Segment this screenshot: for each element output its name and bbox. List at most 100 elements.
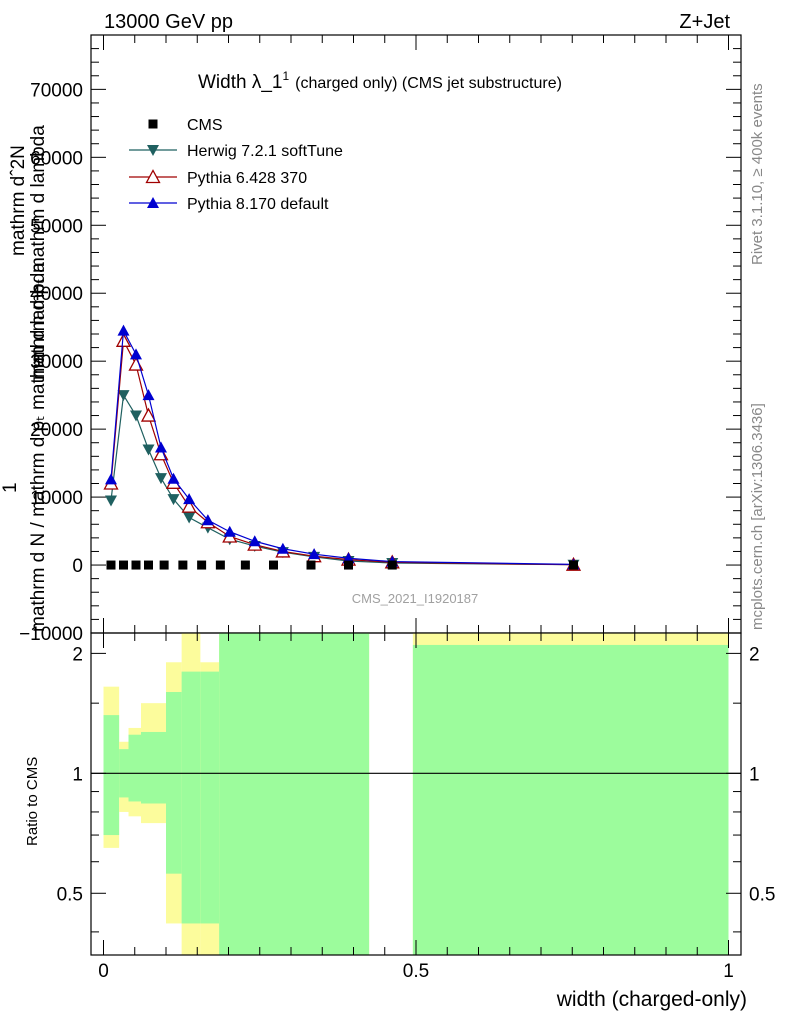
data-point [142,444,155,456]
legend-marker [147,197,159,208]
x-tick-label: 0.5 [403,961,429,982]
series-cms [106,560,578,570]
main-panel: −10000 0 10000 20000 30000 40000 50000 60000 700… [19,34,742,645]
data-point [105,473,117,485]
data-point [159,560,169,570]
watermark: CMS_2021_I1920187 [352,591,479,606]
legend-marker [148,119,158,129]
main-series [103,324,582,571]
header-left: 13000 GeV pp [104,11,233,33]
main-ytick-label: 60000 [30,148,83,169]
data-point [569,560,578,570]
data-point [308,548,321,560]
title-main: Width λ_1 [198,72,282,93]
ratio-bands [103,633,729,955]
series-pythia-8-170-default [105,324,580,570]
data-point [155,473,167,485]
data-point [240,560,250,570]
x-axis-label: width (charged-only) [556,988,747,1011]
legend-entry: Pythia 6.428 370 [129,169,307,187]
data-point [248,535,261,547]
data-point [142,389,155,401]
series-line [110,338,574,566]
data-point [181,498,197,513]
ratio-ytick-label: 1 [72,764,83,785]
data-point [223,525,236,537]
ratio-band-inner [141,731,166,804]
ylabel-line-1: mathrm dˆ2N [8,145,29,256]
rivet-label: Rivet 3.1.10, ≥ 400k events [749,83,766,265]
title-sup: 1 [282,69,289,83]
mcplots-label: mcplots.cern.ch [arXiv:1306.3436] [749,403,766,630]
ratio-ticks [91,633,741,955]
legend-label: CMS [187,117,223,134]
main-ytick-label: 50000 [30,216,83,237]
ratio-band-inner [128,734,141,802]
legend-entry: CMS [148,117,223,134]
x-tick-label: 0 [98,961,109,982]
legend-marker [145,169,161,184]
data-point [130,410,142,422]
data-point [178,560,188,570]
data-point [197,560,207,570]
ratio-ytick-label-right: 1 [749,764,760,785]
legend-marker [147,145,159,156]
data-point [130,348,142,360]
data-point [183,493,196,505]
data-point [131,560,141,570]
data-point [167,472,180,484]
data-point [117,390,130,402]
main-ytick-label: 30000 [30,352,83,373]
legend-label: Pythia 8.170 default [187,196,329,213]
data-point [140,407,157,422]
data-point [201,514,214,526]
data-point [167,494,180,506]
data-point [276,542,289,554]
ylabel-line-2: mathrm d pₜ mathrm d lambda [28,125,49,380]
ratio-frame [90,632,742,956]
ratio-band-inner [412,644,729,955]
main-ytick-label: 10000 [30,488,83,509]
ratio-panel: 0.5 0.51 12 2 0 0.5 1 [57,632,775,982]
data-point [344,560,353,570]
plot-title: Width λ_11 (charged only) (CMS jet substr… [198,69,562,93]
data-point [144,560,153,570]
legend: CMS Herwig 7.2.1 softTune Pythia 6.428 370… [129,117,343,213]
legend-entry: Herwig 7.2.1 softTune [129,143,343,160]
data-point [115,332,132,347]
ylabel-line-3: 1 [0,482,21,493]
data-point [387,560,397,570]
series-pythia-6-428-370 [103,332,582,571]
ratio-band-inner [219,633,370,955]
ratio-ytick-label-right: 0.5 [749,884,775,905]
main-ytick-label: −10000 [19,624,83,645]
ratio-band-inner [103,715,120,836]
title-sub: (charged only) (CMS jet substructure) [295,75,562,92]
ratio-band-inner [200,671,220,924]
data-point [306,560,316,570]
ratio-ylabel: Ratio to CMS [24,757,41,846]
data-point [119,560,128,570]
data-point [105,495,117,507]
legend-entry: Pythia 8.170 default [129,196,329,213]
ratio-ytick-label: 0.5 [57,884,83,905]
series-line [110,328,574,565]
data-point [342,552,355,564]
x-tick-labels: 0 0.5 1 [98,961,734,982]
x-tick-label: 1 [723,961,734,982]
main-ytick-label: 70000 [30,80,83,101]
ratio-ytick-label: 2 [72,644,83,665]
legend-label: Herwig 7.2.1 softTune [187,143,343,160]
data-point [183,512,196,524]
data-point [155,441,167,453]
main-ytick-labels: −10000 0 10000 20000 30000 40000 50000 60000 700… [19,80,83,645]
series-line [110,393,574,566]
ylabel-line-4: mathrm d N / mathrm d pₜ mathrm d lambda [28,262,49,632]
main-ticks [91,34,741,634]
header-right: Z+Jet [679,11,730,33]
svg-text:Width λ_11(charged only) (CMS: Width λ_11 (charged only) (CMS jet substr… [198,69,562,93]
data-point [269,560,278,570]
ratio-band-inner [181,671,201,924]
data-point [106,560,116,570]
